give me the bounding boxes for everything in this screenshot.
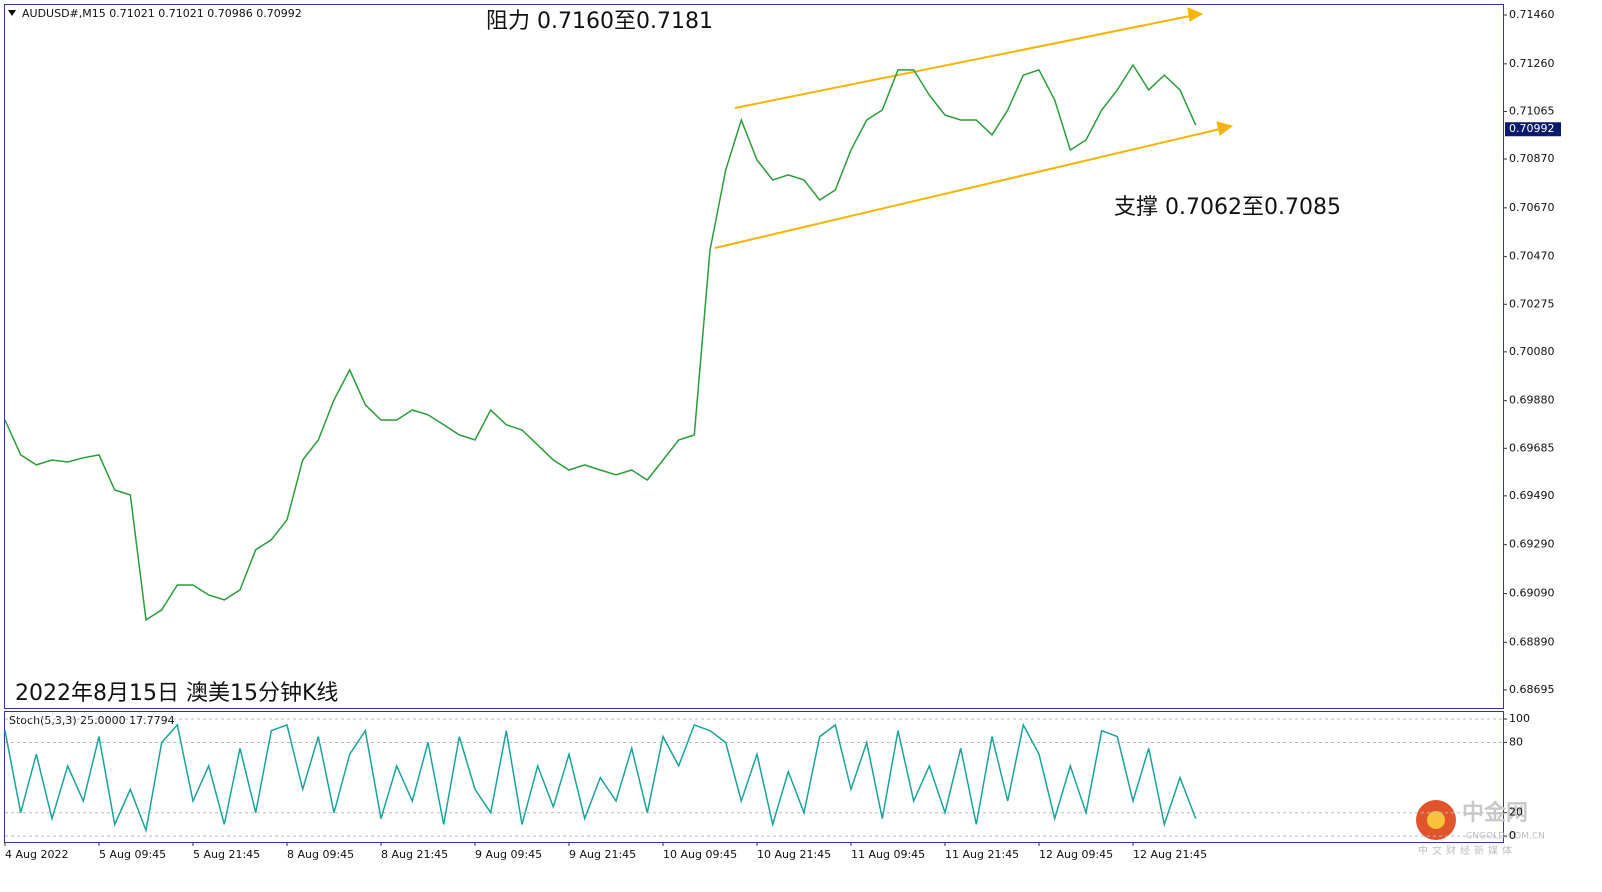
annotation: 阻力 0.7160至0.7181 [486,9,713,34]
x-tick-label: 11 Aug 21:45 [945,848,1019,861]
y-tick-label: 0 [1509,829,1516,842]
last-price-label: 0.70992 [1509,122,1555,135]
menu-arrow [8,10,16,16]
y-tick-label: 0.68695 [1509,683,1555,696]
y-tick-label: 0.69490 [1509,489,1555,502]
watermark-slogan: 中文财经新媒体 [1418,844,1516,857]
x-tick-label: 9 Aug 21:45 [569,848,636,861]
arrow-head [1216,121,1234,136]
x-tick-label: 12 Aug 09:45 [1039,848,1113,861]
y-tick-label: 100 [1509,712,1530,725]
channel-lower [714,128,1221,249]
y-tick-label: 0.69685 [1509,441,1555,454]
y-tick-label: 0.71460 [1509,8,1555,21]
stoch-frame [4,711,1504,843]
x-tick-label: 5 Aug 09:45 [99,848,166,861]
y-tick-label: 0.70870 [1509,152,1555,165]
y-tick-label: 0.69880 [1509,394,1555,407]
x-tick-label: 5 Aug 21:45 [193,848,260,861]
chart-title: AUDUSD#,M15 0.71021 0.71021 0.70986 0.70… [22,7,302,20]
arrow-head [1187,7,1204,22]
x-tick-label: 4 Aug 2022 [5,848,68,861]
annotation: 支撑 0.7062至0.7085 [1114,195,1341,220]
last-price-box [1505,122,1561,137]
y-tick-label: 0.70080 [1509,345,1555,358]
annotation: 2022年8月15日 澳美15分钟K线 [15,681,338,706]
channel-upper [734,15,1191,109]
series-line [4,63,1197,622]
x-tick-label: 10 Aug 09:45 [663,848,737,861]
y-tick-label: 0.70670 [1509,201,1555,214]
y-tick-label: 0.69090 [1509,587,1555,600]
y-tick-label: 0.70275 [1509,297,1555,310]
y-tick-label: 20 [1509,806,1523,819]
y-tick-label: 0.68890 [1509,635,1555,648]
y-tick-label: 0.71065 [1509,104,1555,117]
x-tick-label: 11 Aug 09:45 [851,848,925,861]
x-tick-label: 9 Aug 09:45 [475,848,542,861]
y-tick-label: 80 [1509,735,1523,748]
x-tick-label: 8 Aug 09:45 [287,848,354,861]
channel [714,7,1234,249]
series-line [4,722,1197,834]
stoch-title: Stoch(5,3,3) 25.0000 17.7794 [9,714,175,727]
x-tick-label: 12 Aug 21:45 [1133,848,1207,861]
logo [1427,811,1445,829]
y-tick-label: 0.70470 [1509,250,1555,263]
y-tick-label: 0.71260 [1509,57,1555,70]
x-tick-label: 10 Aug 21:45 [757,848,831,861]
y-tick-label: 0.69290 [1509,538,1555,551]
x-tick-label: 8 Aug 21:45 [381,848,448,861]
price-frame [4,4,1504,709]
